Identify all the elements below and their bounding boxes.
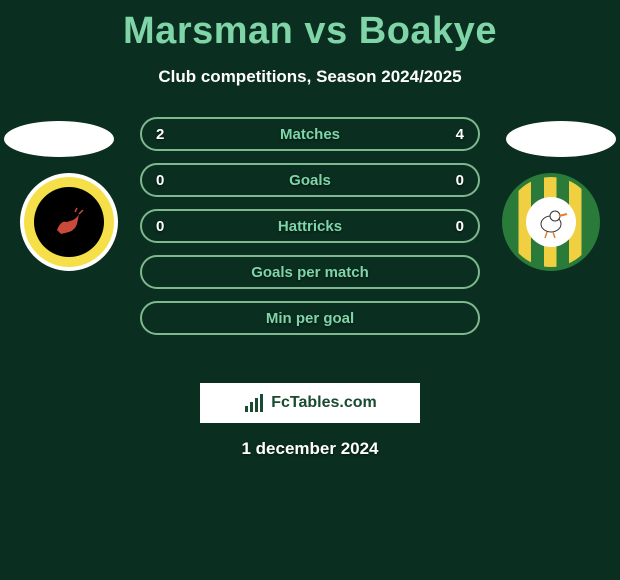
player-avatar-left — [4, 121, 114, 157]
stork-icon — [526, 197, 576, 247]
stat-row-min-per-goal: Min per goal — [140, 301, 480, 335]
branding-badge: FcTables.com — [200, 383, 420, 423]
stat-row-hattricks: 0 Hattricks 0 — [140, 209, 480, 243]
player-avatar-right — [506, 121, 616, 157]
club-badge-right — [502, 173, 600, 271]
subtitle: Club competitions, Season 2024/2025 — [0, 67, 620, 87]
stat-label: Goals — [289, 172, 331, 189]
stat-label: Goals per match — [251, 264, 369, 281]
stat-row-goals: 0 Goals 0 — [140, 163, 480, 197]
stat-value-right: 0 — [456, 218, 464, 235]
stat-label: Hattricks — [278, 218, 342, 235]
stats-container: 2 Matches 4 0 Goals 0 0 Hattricks 0 Goal… — [140, 117, 480, 335]
club-badge-left — [20, 173, 118, 271]
deer-icon — [47, 200, 91, 244]
chart-icon — [243, 392, 265, 414]
club-badge-left-inner — [34, 187, 104, 257]
stat-label: Min per goal — [266, 310, 354, 327]
stat-value-right: 0 — [456, 172, 464, 189]
date-label: 1 december 2024 — [0, 439, 620, 459]
page-title: Marsman vs Boakye — [0, 0, 620, 53]
stat-value-left: 2 — [156, 126, 164, 143]
stat-row-goals-per-match: Goals per match — [140, 255, 480, 289]
stat-row-matches: 2 Matches 4 — [140, 117, 480, 151]
stat-label: Matches — [280, 126, 340, 143]
brand-text: FcTables.com — [271, 394, 377, 412]
stat-value-right: 4 — [456, 126, 464, 143]
comparison-area: 2 Matches 4 0 Goals 0 0 Hattricks 0 Goal… — [0, 117, 620, 377]
stat-value-left: 0 — [156, 172, 164, 189]
stat-value-left: 0 — [156, 218, 164, 235]
